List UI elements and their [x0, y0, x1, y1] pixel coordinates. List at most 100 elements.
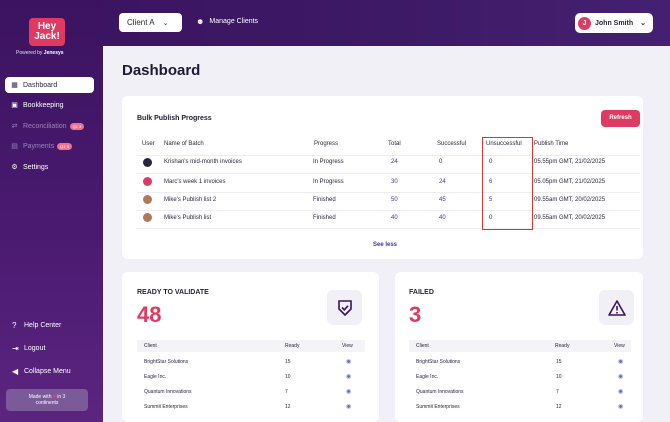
batch-progress: In Progress — [313, 159, 344, 165]
batch-publish-time: 05.55pm GMT, 21/02/2025 — [534, 159, 606, 165]
reconcile-icon: ⇄ — [11, 123, 18, 130]
ready-count: 15 — [285, 359, 291, 365]
failed-table-header — [409, 340, 631, 352]
batch-publish-time: 05.05pm GMT, 21/02/2025 — [534, 179, 606, 185]
unsuccessful-column-highlight — [482, 137, 533, 230]
manage-clients-link[interactable]: ☻ Manage Clients — [196, 17, 259, 26]
ready-count: 7 — [285, 389, 288, 395]
top-bar — [0, 0, 670, 46]
ready-col-view: View — [342, 343, 353, 349]
batch-name: Mike's Publish list 2 — [164, 197, 217, 203]
column-header-total: Total — [388, 141, 401, 147]
list-item: Eagle Inc. — [416, 374, 439, 380]
batch-total: 30 — [391, 179, 398, 185]
powered-by-text: Powered by Jenesys — [16, 50, 64, 56]
chevron-down-icon: ⌄ — [162, 19, 169, 27]
sidebar-item-bookkeeping[interactable]: ▣ Bookkeeping — [11, 101, 64, 110]
ready-col-ready: Ready — [285, 343, 300, 349]
column-header-batch: Name of Batch — [164, 141, 204, 147]
sidebar-item-dashboard[interactable]: ▦ Dashboard — [5, 77, 94, 93]
ready-count: 10 — [285, 374, 291, 380]
batch-unsuccessful: 0 — [489, 159, 493, 165]
eye-icon[interactable]: ◉ — [346, 389, 352, 395]
batch-unsuccessful: 6 — [489, 179, 493, 185]
user-avatar — [143, 213, 152, 222]
help-icon: ? — [12, 321, 17, 330]
list-item: BrightStar Solutions — [416, 359, 461, 365]
failed-count-cell: 12 — [556, 404, 562, 410]
sidebar — [0, 0, 103, 422]
batch-successful: 40 — [439, 215, 446, 221]
column-header-user: User — [142, 141, 155, 147]
batch-name: Krishan's mid-month invoices — [164, 159, 242, 165]
ready-count: 12 — [285, 404, 291, 410]
column-header-publish-time: Publish Time — [534, 141, 569, 147]
collapse-menu-button[interactable]: ◀ Collapse Menu — [12, 367, 71, 376]
sidebar-item-settings[interactable]: ⚙ Settings — [11, 163, 49, 172]
batch-name: Marc's week 1 invoices — [164, 179, 226, 185]
batch-publish-time: 09.55am GMT, 20/02/2025 — [534, 215, 606, 221]
failed-col-view: View — [614, 343, 625, 349]
ready-col-client: Client — [144, 343, 157, 349]
reconciliation-badge: Q1 3 — [69, 122, 85, 130]
list-item: Quantum Innovations — [416, 389, 464, 395]
failed-count-cell: 15 — [556, 359, 562, 365]
failed-count-cell: 7 — [556, 389, 559, 395]
failed-col-ready: Ready — [555, 343, 570, 349]
logout-link[interactable]: ⇥ Logout — [12, 344, 46, 353]
collapse-icon: ◀ — [12, 367, 19, 376]
row-divider — [137, 210, 640, 211]
avatar: J — [578, 16, 591, 30]
batch-name: Mike's Publish list — [164, 215, 212, 221]
list-item: BrightStar Solutions — [144, 359, 189, 365]
batch-progress: Finished — [313, 215, 336, 221]
batch-total: 24 — [391, 159, 398, 165]
batch-unsuccessful: 0 — [489, 215, 493, 221]
user-avatar — [143, 158, 152, 167]
help-center-link[interactable]: ? Help Center — [12, 321, 62, 330]
row-divider — [137, 228, 640, 229]
user-avatar — [143, 195, 152, 204]
batch-publish-time: 09.55am GMT, 20/02/2025 — [534, 197, 606, 203]
clients-icon: ☻ — [196, 17, 205, 26]
see-less-link[interactable]: See less — [373, 242, 398, 248]
list-item: Quantum Innovations — [144, 389, 192, 395]
refresh-button[interactable]: Refresh — [601, 110, 640, 127]
list-item: Summit Enterprises — [144, 404, 188, 410]
batch-unsuccessful: 5 — [489, 197, 493, 203]
list-item: Eagle Inc. — [144, 374, 167, 380]
batch-successful: 24 — [439, 179, 446, 185]
eye-icon[interactable]: ◉ — [346, 404, 352, 410]
ready-to-validate-count: 48 — [137, 302, 162, 327]
logout-icon: ⇥ — [12, 344, 19, 353]
row-divider — [137, 155, 640, 156]
row-divider — [137, 192, 640, 193]
batch-successful: 45 — [439, 197, 446, 203]
bulk-publish-card — [122, 96, 643, 259]
user-menu[interactable]: J John Smith ⌄ — [575, 13, 653, 33]
row-divider — [137, 173, 640, 174]
eye-icon[interactable]: ◉ — [618, 389, 624, 395]
failed-count-cell: 10 — [556, 374, 562, 380]
column-header-unsuccessful: Unsuccessful — [486, 141, 522, 147]
batch-total: 40 — [391, 215, 398, 221]
eye-icon[interactable]: ◉ — [618, 359, 624, 365]
eye-icon[interactable]: ◉ — [346, 359, 352, 365]
page-title: Dashboard — [122, 62, 201, 79]
sidebar-item-payments[interactable]: ▤ Payments Q1 3 — [5, 138, 94, 154]
eye-icon[interactable]: ◉ — [618, 374, 624, 380]
batch-progress: In Progress — [313, 179, 344, 185]
ready-table-header — [137, 340, 365, 352]
eye-icon[interactable]: ◉ — [618, 404, 624, 410]
made-with-love-badge: Made with ♥ in 3 continents — [6, 389, 88, 411]
sidebar-item-reconciliation[interactable]: ⇄ Reconciliation Q1 3 — [5, 118, 94, 134]
chevron-down-icon: ⌄ — [640, 20, 646, 27]
app-logo[interactable]: Hey Jack! — [29, 18, 65, 46]
column-header-successful: Successful — [437, 141, 467, 147]
bulk-publish-title: Bulk Publish Progress — [137, 115, 212, 122]
gear-icon: ⚙ — [11, 164, 18, 171]
eye-icon[interactable]: ◉ — [346, 374, 352, 380]
list-item: Summit Enterprises — [416, 404, 460, 410]
payments-badge: Q1 3 — [57, 142, 72, 150]
client-select[interactable]: Client A ⌄ — [119, 13, 182, 32]
